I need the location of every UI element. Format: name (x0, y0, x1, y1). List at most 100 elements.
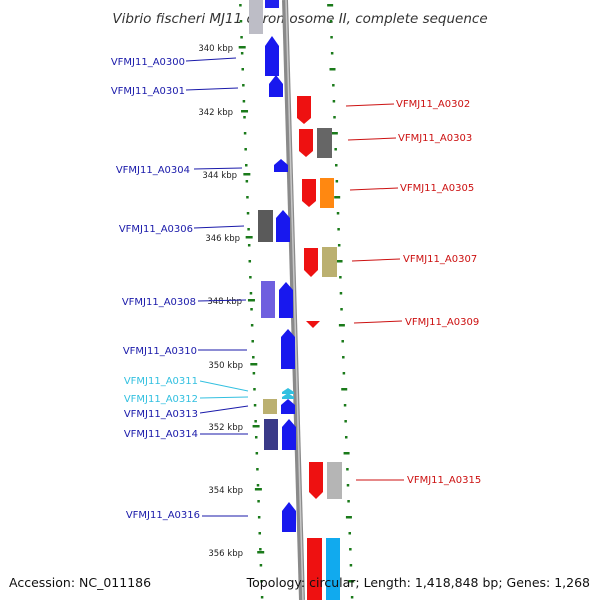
ruler-tick (334, 148, 337, 151)
gene-block[interactable] (264, 419, 278, 450)
gene-label[interactable]: VFMJ11_A0311 (124, 376, 198, 387)
ruler-tick (246, 212, 250, 215)
gene-label[interactable]: VFMJ11_A0309 (405, 317, 479, 328)
ruler-tick (346, 484, 350, 487)
kbp-label: 352 kbp (208, 423, 243, 433)
gene-block[interactable] (307, 538, 322, 600)
ruler-tick (239, 20, 243, 23)
gene-block[interactable] (265, 0, 279, 8)
gene-label[interactable]: VFMJ11_A0307 (403, 254, 477, 265)
gene-label[interactable]: VFMJ11_A0301 (111, 86, 185, 97)
gene-block[interactable] (326, 538, 340, 600)
gene-block[interactable] (320, 178, 334, 208)
ruler-tick (247, 228, 250, 231)
ruler-tick (242, 84, 245, 87)
ruler-tick (350, 596, 354, 599)
ruler-tick (340, 308, 343, 311)
gene-arrow[interactable] (297, 96, 311, 124)
gene-block[interactable] (317, 128, 332, 158)
callout-line (193, 167, 243, 170)
ruler-tick (348, 532, 352, 535)
gene-arrow[interactable] (269, 75, 283, 97)
gene-label[interactable]: VFMJ11_A0308 (122, 297, 196, 308)
gene-arrow[interactable] (281, 329, 295, 369)
gene-arrow[interactable] (274, 159, 288, 172)
ruler-tick (246, 196, 249, 199)
ruler-tick (336, 260, 343, 263)
gene-label[interactable]: VFMJ11_A0305 (400, 183, 474, 194)
kbp-label: 348 kbp (207, 297, 242, 307)
ruler-tick (332, 84, 335, 87)
ruler-tick (242, 100, 246, 103)
backbone-highlight (285, 0, 304, 600)
callout-line (349, 187, 399, 191)
gene-arrow[interactable] (282, 388, 294, 394)
gene-arrow[interactable] (279, 282, 293, 318)
gene-block[interactable] (258, 210, 273, 242)
gene-label[interactable]: VFMJ11_A0306 (119, 224, 193, 235)
gene-arrow[interactable] (306, 321, 320, 328)
ruler-tick (253, 404, 257, 407)
gene-label[interactable]: VFMJ11_A0310 (123, 346, 197, 357)
ruler-tick (342, 356, 345, 359)
callout-lines (185, 57, 404, 517)
gene-label[interactable]: VFMJ11_A0314 (124, 429, 198, 440)
gene-arrow[interactable] (282, 419, 296, 450)
ruler-major-tick (257, 551, 265, 554)
ruler-tick (245, 164, 248, 167)
gene-labels: VFMJ11_A0300 VFMJ11_A0301 VFMJ11_A0304 V… (111, 57, 481, 521)
gene-label[interactable]: VFMJ11_A0316 (126, 510, 200, 521)
ruler-tick (241, 68, 244, 71)
gene-label[interactable]: VFMJ11_A0304 (116, 165, 190, 176)
callout-line (185, 87, 239, 91)
gene-label[interactable]: VFMJ11_A0302 (396, 99, 470, 110)
ruler-tick (254, 436, 258, 439)
gene-block[interactable] (327, 462, 342, 499)
gene-arrow[interactable] (304, 248, 318, 277)
ruler-tick (347, 500, 350, 503)
gene-label[interactable]: VFMJ11_A0313 (124, 409, 198, 420)
gene-block[interactable] (249, 0, 263, 34)
gene-block[interactable] (322, 247, 337, 277)
callout-line (199, 396, 249, 399)
callout-line (197, 299, 247, 302)
gene-arrow[interactable] (309, 462, 323, 499)
gene-arrow[interactable] (299, 129, 313, 157)
gene-label[interactable]: VFMJ11_A0300 (111, 57, 185, 68)
ruler-tick (243, 116, 246, 119)
kbp-label: 350 kbp (208, 361, 243, 371)
ruler-tick (333, 116, 336, 119)
ruler-tick (244, 148, 247, 151)
ruler-tick (250, 308, 253, 311)
ruler-tick (342, 372, 346, 375)
gene-label[interactable]: VFMJ11_A0312 (124, 394, 198, 405)
ruler-tick (345, 516, 352, 519)
ruler-tick (349, 564, 353, 567)
ruler-tick (257, 500, 260, 503)
gene-label[interactable]: VFMJ11_A0303 (398, 133, 472, 144)
ruler-tick (336, 212, 340, 215)
gene-arrow[interactable] (276, 210, 290, 242)
ruler-tick (339, 276, 342, 279)
gene-arrow[interactable] (282, 393, 294, 399)
ruler-tick (253, 388, 256, 391)
gene-block[interactable] (263, 399, 277, 414)
gene-arrow[interactable] (282, 502, 296, 532)
ruler-tick (341, 340, 344, 343)
ruler-tick (341, 388, 348, 391)
ruler-tick (337, 228, 340, 231)
gene-features (249, 0, 342, 600)
gene-label[interactable]: VFMJ11_A0315 (407, 475, 481, 486)
gene-block[interactable] (261, 281, 275, 318)
kbp-label: 356 kbp (208, 549, 243, 559)
ruler-tick (240, 52, 244, 55)
kbp-label: 346 kbp (205, 234, 240, 244)
ruler-tick (249, 276, 252, 279)
gene-arrow[interactable] (281, 399, 295, 414)
ruler-tick (240, 36, 243, 39)
backbone (282, 0, 305, 600)
callout-line (347, 137, 397, 141)
gene-arrow[interactable] (265, 36, 279, 76)
ruler-tick (247, 244, 251, 247)
gene-arrow[interactable] (302, 179, 316, 207)
